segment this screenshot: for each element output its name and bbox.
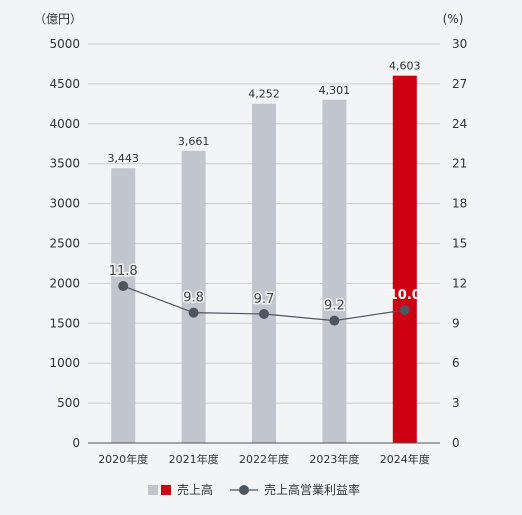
sales-bar bbox=[252, 103, 276, 443]
margin-point bbox=[118, 281, 129, 292]
right-axis-tick-label: 18 bbox=[452, 197, 467, 211]
sales-bar-value-label: 4,252 bbox=[248, 88, 280, 101]
x-axis-tick-label: 2023年度 bbox=[309, 452, 359, 466]
sales-bar bbox=[392, 75, 417, 443]
legend-margin-marker bbox=[239, 485, 249, 495]
left-axis-tick-label: 2000 bbox=[49, 276, 80, 290]
x-axis-tick-label: 2020年度 bbox=[98, 452, 148, 466]
sales-bar bbox=[111, 168, 136, 443]
margin-line-series: 11.8 9.8 9.7 9.2 10.0 bbox=[107, 263, 421, 326]
left-axis-tick-label: 4000 bbox=[49, 117, 80, 131]
right-axis-tick-label: 6 bbox=[452, 356, 460, 370]
sales-bar-value-label: 3,443 bbox=[107, 152, 139, 165]
left-axis-tick-label: 1000 bbox=[49, 356, 80, 370]
margin-point bbox=[329, 315, 340, 326]
margin-point bbox=[188, 307, 199, 318]
left-axis-tick-label: 500 bbox=[57, 396, 80, 410]
axes: 0 500 1000 1500 2000 2500 3000 3500 4000 4500 5000… bbox=[49, 37, 467, 466]
margin-point bbox=[399, 305, 410, 315]
right-axis-tick-label: 3 bbox=[452, 396, 460, 410]
sales-bar-value-label: 4,301 bbox=[319, 84, 351, 97]
x-axis-tick-label: 2024年度 bbox=[380, 452, 430, 466]
left-axis-tick-label: 5000 bbox=[49, 37, 80, 51]
left-axis-tick-label: 0 bbox=[72, 436, 80, 450]
margin-point-value-label: 9.8 bbox=[183, 291, 204, 306]
legend-sales-swatch-gray bbox=[148, 485, 158, 495]
legend: 売上高 売上高営業利益率 bbox=[148, 482, 360, 497]
right-axis-tick-label: 27 bbox=[452, 77, 467, 91]
right-axis-tick-label: 24 bbox=[452, 117, 467, 131]
x-axis-tick-label: 2022年度 bbox=[239, 452, 289, 466]
right-axis-unit-label: (%) bbox=[443, 12, 464, 26]
sales-bar bbox=[181, 150, 206, 443]
margin-point-value-label: 11.8 bbox=[109, 264, 138, 279]
right-axis-tick-label: 21 bbox=[452, 157, 467, 171]
margin-point-value-label: 9.7 bbox=[254, 292, 275, 307]
left-axis-unit-label: （億円） bbox=[34, 12, 82, 26]
sales-bar-value-label: 4,603 bbox=[389, 60, 421, 73]
right-axis-tick-label: 30 bbox=[452, 37, 467, 51]
right-axis-tick-label: 12 bbox=[452, 276, 467, 290]
left-axis-tick-label: 3000 bbox=[49, 197, 80, 211]
left-axis-tick-label: 4500 bbox=[49, 77, 80, 91]
margin-point bbox=[259, 308, 269, 319]
left-axis-tick-label: 2500 bbox=[49, 237, 80, 251]
x-axis-tick-label: 2021年度 bbox=[169, 452, 219, 466]
right-axis-tick-label: 9 bbox=[452, 316, 460, 330]
sales-bar-value-label: 3,661 bbox=[178, 135, 210, 148]
legend-sales-swatch-red bbox=[161, 485, 171, 495]
legend-margin-label: 売上高営業利益率 bbox=[264, 482, 360, 497]
left-axis-tick-label: 1500 bbox=[49, 316, 80, 330]
right-axis-tick-label: 15 bbox=[452, 237, 467, 251]
sales-bar bbox=[322, 99, 347, 443]
legend-sales-label: 売上高 bbox=[177, 482, 213, 497]
right-axis-tick-label: 0 bbox=[452, 436, 460, 450]
margin-point-value-label: 10.0 bbox=[389, 288, 421, 303]
left-axis-tick-label: 3500 bbox=[49, 157, 80, 171]
margin-point-value-label: 9.2 bbox=[324, 299, 345, 314]
sales-bars: 3,443 3,661 4,252 4,301 4,603 bbox=[107, 60, 421, 443]
